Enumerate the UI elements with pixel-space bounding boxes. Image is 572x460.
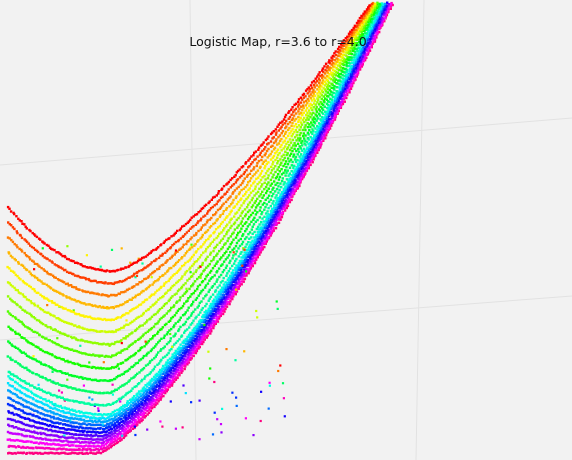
series-13 bbox=[7, 3, 383, 407]
scatter-series-group bbox=[6, 1, 394, 455]
grid-line-2 bbox=[189, 0, 197, 460]
series-2 bbox=[7, 1, 393, 452]
series-22 bbox=[6, 1, 375, 373]
grid-line-0 bbox=[0, 117, 572, 166]
series-21 bbox=[7, 3, 374, 353]
chart-title: Logistic Map, r=3.6 to r=4.0 bbox=[189, 34, 367, 49]
series-24 bbox=[6, 4, 371, 367]
series-23 bbox=[7, 2, 374, 343]
series-7 bbox=[7, 1, 389, 434]
series-17 bbox=[6, 1, 379, 381]
grid-line-3 bbox=[415, 0, 425, 460]
series-12 bbox=[7, 2, 384, 437]
grid-line-1 bbox=[0, 295, 572, 341]
series-19 bbox=[6, 4, 377, 353]
